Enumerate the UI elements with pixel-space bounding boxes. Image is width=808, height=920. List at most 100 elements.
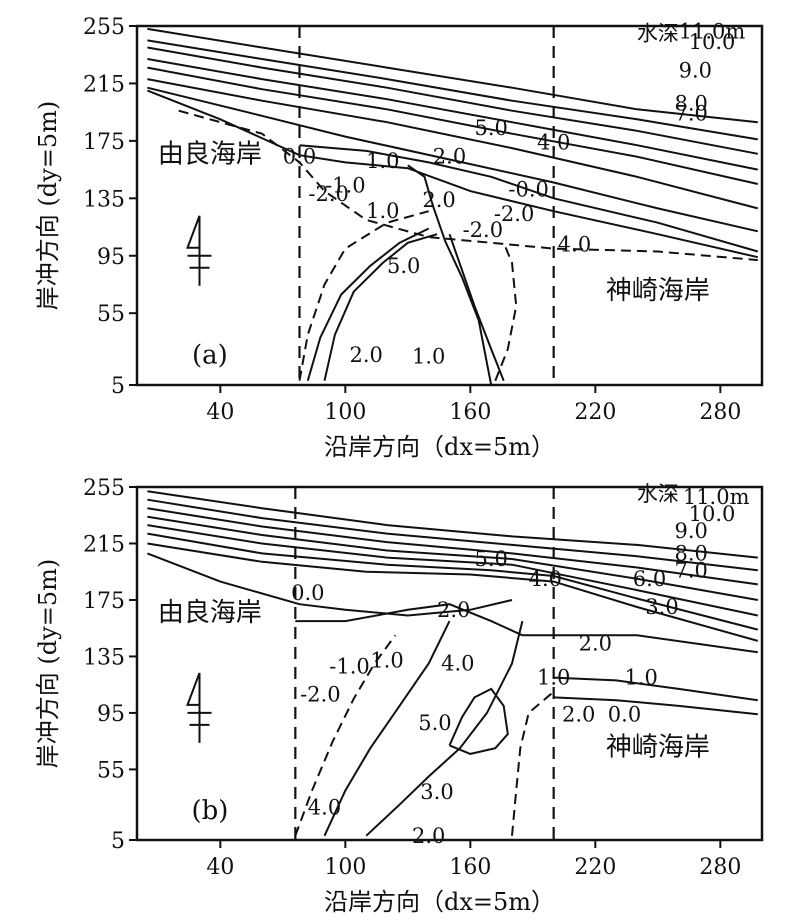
contour-label: 9.0 [679, 59, 712, 83]
x-axis-title: 沿岸方向（dx=5m） [324, 888, 555, 916]
x-tick-label: 100 [324, 400, 366, 425]
contour-label: 2.0 [562, 702, 595, 726]
contour-line [494, 242, 518, 382]
y-tick-label: 95 [97, 245, 125, 270]
x-tick-label: 40 [206, 400, 234, 425]
contour-label: 9.0 [674, 519, 707, 543]
contour-label: 4.0 [441, 652, 474, 676]
contour-line [147, 498, 758, 572]
x-tick-label: 280 [699, 855, 741, 880]
contour-line [147, 507, 758, 586]
contour-label: 7.0 [674, 102, 707, 126]
y-tick-label: 175 [83, 589, 125, 614]
contour-label: 5.0 [418, 711, 451, 735]
contour-line [448, 687, 509, 755]
contour-line [298, 210, 429, 381]
contour-line [147, 86, 759, 233]
contour-label: 2.0 [412, 824, 445, 848]
contour-label: 7.0 [674, 558, 707, 582]
x-tick-label: 160 [449, 855, 491, 880]
x-axis-title: 沿岸方向（dx=5m） [324, 433, 555, 461]
contour-line [299, 144, 759, 253]
contour-label: -2.0 [300, 683, 341, 707]
contour-label: 4.0 [558, 232, 591, 256]
contour-label: 0.0 [291, 581, 324, 605]
region-label-kanzaki: 神崎海岸 [606, 276, 710, 306]
contour-label: 2.0 [433, 145, 466, 169]
contour-line [553, 696, 758, 716]
contour-label: 2.0 [349, 343, 382, 367]
region-label-yura: 由良海岸 [158, 598, 262, 628]
contour-label: 11.0m [683, 485, 750, 509]
contour-label: 5.0 [387, 254, 420, 278]
y-tick-label: 55 [97, 758, 125, 783]
contour-label: 3.0 [420, 780, 453, 804]
y-tick-label: 5 [111, 829, 125, 854]
contour-line [294, 634, 397, 837]
contour-label: 0.0 [283, 145, 316, 169]
contour-label: -0.0 [508, 178, 549, 202]
x-tick-label: 220 [574, 855, 616, 880]
y-tick-label: 135 [83, 187, 125, 212]
y-tick-label: 135 [83, 645, 125, 670]
contour-label: 1.0 [412, 344, 445, 368]
contour-line [178, 109, 758, 262]
y-tick-label: 175 [83, 130, 125, 155]
contour-line [147, 39, 758, 141]
contour-line [147, 542, 759, 642]
contour-line [511, 690, 555, 836]
region-label-yura: 由良海岸 [158, 139, 262, 169]
x-tick-label: 100 [324, 855, 366, 880]
contour-line [147, 532, 759, 631]
north-arrow-icon [186, 215, 212, 286]
contour-line [147, 524, 759, 617]
contour-label: 0.0 [608, 702, 641, 726]
contour-label: 1.0 [624, 666, 657, 690]
contour-line [295, 603, 758, 654]
contour-label: 1.0 [537, 666, 570, 690]
x-tick-label: 40 [206, 855, 234, 880]
contour-line [448, 233, 505, 382]
contour-line [306, 227, 430, 381]
contour-label: 1.0 [366, 199, 399, 223]
contour-label: 2.0 [579, 632, 612, 656]
contour-label: -2.0 [494, 202, 535, 226]
contour-label: -1.0 [329, 654, 370, 678]
contour-label: 1.0 [370, 649, 403, 673]
contour-line [147, 46, 758, 155]
panel-label: (b) [191, 796, 228, 826]
contour-label: -2.0 [463, 218, 504, 242]
contour-label: 2.0 [422, 188, 455, 212]
contour-line [147, 78, 759, 210]
x-tick-label: 160 [449, 400, 491, 425]
y-tick-label: 255 [83, 15, 125, 40]
contour-line [553, 676, 758, 702]
y-tick-label: 95 [97, 702, 125, 727]
plot-frame [135, 485, 764, 842]
depth-title: 水深 [637, 21, 679, 45]
contour-label: -1.0 [325, 173, 366, 197]
contour-label: 5.0 [474, 116, 507, 140]
panel-label: (a) [192, 340, 228, 370]
y-tick-label: 215 [83, 532, 125, 557]
y-axis-title: 岸冲方向 (dy=5m) [34, 559, 62, 768]
y-axis-title: 岸冲方向 (dy=5m) [34, 101, 62, 310]
y-tick-label: 55 [97, 302, 125, 327]
contour-line [147, 58, 758, 171]
contour-label: 3.0 [645, 595, 678, 619]
y-tick-label: 215 [83, 72, 125, 97]
contour-line [147, 89, 759, 259]
contour-line [147, 490, 758, 559]
contour-line [323, 620, 451, 837]
contour-label: 10.0 [689, 30, 736, 54]
contour-line [147, 515, 758, 601]
contour-label: 2.0 [437, 598, 470, 622]
depth-title: 水深 [637, 482, 679, 506]
contour-line [147, 66, 759, 185]
contour-line [407, 164, 493, 386]
contour-line [147, 27, 758, 124]
plot-frame [135, 24, 764, 387]
